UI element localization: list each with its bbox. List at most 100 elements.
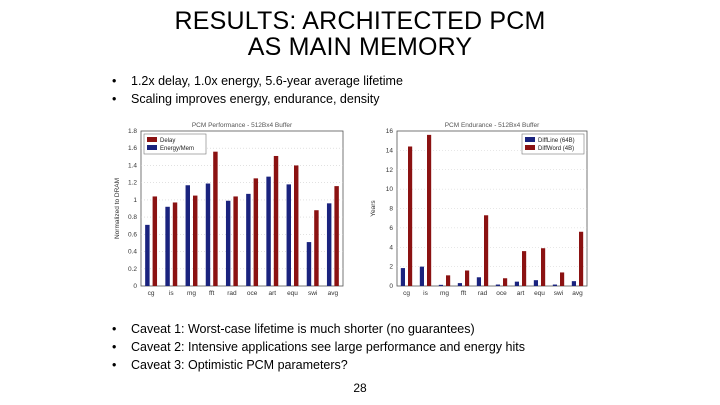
bullet-item: • 1.2x delay, 1.0x energy, 5.6-year aver… (112, 72, 403, 90)
bar (266, 176, 271, 286)
x-tick-label: equ (534, 290, 545, 297)
bar (294, 165, 299, 286)
bar (533, 280, 538, 286)
bar (152, 196, 158, 286)
bullet-text: 1.2x delay, 1.0x energy, 5.6-year averag… (131, 74, 403, 88)
title-line-1: RESULTS: ARCHITECTED PCM (174, 7, 546, 35)
legend-label: Delay (160, 138, 175, 144)
x-tick-label: fft (461, 290, 466, 297)
bar (465, 270, 470, 286)
y-tick-label: 0 (389, 283, 393, 290)
x-tick-label: art (517, 290, 525, 297)
top-bullet-list: • 1.2x delay, 1.0x energy, 5.6-year aver… (112, 72, 403, 108)
y-tick-label: 0.2 (128, 266, 137, 273)
x-tick-label: is (169, 290, 174, 297)
x-tick-label: rad (478, 290, 488, 297)
bullet-item: • Caveat 3: Optimistic PCM parameters? (112, 356, 525, 374)
title-line-2: AS MAIN MEMORY (247, 33, 473, 61)
x-tick-label: avg (572, 290, 583, 297)
bullet-marker: • (112, 358, 117, 372)
bar (225, 200, 231, 286)
y-axis-label: Years (370, 200, 377, 217)
slide-title: RESULTS: ARCHITECTED PCM AS MAIN MEMORY (0, 8, 720, 60)
bar (246, 193, 251, 286)
y-tick-label: 10 (386, 186, 394, 193)
legend-label: DiffLine (64B) (538, 138, 575, 144)
bar (193, 195, 198, 286)
y-tick-label: 0.6 (128, 231, 137, 238)
y-tick-label: 1.6 (128, 145, 137, 152)
bar (514, 281, 519, 286)
bar (571, 281, 576, 286)
y-tick-label: 0.8 (128, 214, 137, 221)
x-tick-label: rad (227, 290, 237, 297)
x-tick-label: swi (308, 290, 317, 297)
x-tick-label: fft (209, 290, 214, 297)
bar (438, 284, 443, 286)
bullet-text: Caveat 3: Optimistic PCM parameters? (131, 358, 348, 372)
x-tick-label: cg (403, 290, 410, 297)
bar (306, 242, 312, 286)
x-tick-label: equ (287, 290, 298, 297)
bar (165, 206, 170, 286)
chart-title: PCM Performance - 512Bx4 Buffer (192, 122, 293, 129)
y-tick-label: 14 (386, 147, 394, 154)
bar (205, 183, 211, 286)
bar (286, 184, 291, 286)
bullet-marker: • (112, 74, 117, 88)
bullet-text: Caveat 1: Worst-case lifetime is much sh… (131, 322, 475, 336)
bar (457, 283, 462, 286)
bullet-item: • Scaling improves energy, endurance, de… (112, 90, 403, 108)
bar (213, 151, 218, 286)
bar (495, 284, 500, 286)
x-tick-label: oce (496, 290, 507, 297)
legend-swatch (525, 137, 535, 142)
chart-title: PCM Endurance - 512Bx4 Buffer (445, 122, 540, 129)
bar (253, 178, 259, 286)
bar (476, 277, 481, 286)
y-tick-label: 2 (389, 264, 393, 271)
bar (541, 248, 546, 286)
y-tick-label: 1.8 (128, 128, 137, 135)
bar (579, 231, 584, 286)
y-tick-label: 1.2 (128, 180, 137, 187)
legend-box (143, 133, 207, 155)
bar (334, 186, 339, 286)
x-tick-label: is (423, 290, 428, 297)
bullet-marker: • (112, 92, 117, 106)
performance-chart: PCM Performance - 512Bx4 Buffer 0 0.2 0.4 0.… (114, 122, 344, 297)
legend-box (521, 133, 585, 155)
bottom-bullet-list: • Caveat 1: Worst-case lifetime is much … (112, 320, 525, 374)
bar (172, 202, 178, 286)
bar (273, 155, 279, 286)
y-tick-label: 6 (389, 225, 393, 232)
bullet-text: Scaling improves energy, endurance, dens… (131, 92, 380, 106)
bar (233, 196, 238, 286)
bar (419, 266, 424, 286)
x-tick-label: oce (247, 290, 258, 297)
y-tick-label: 1.4 (128, 162, 137, 169)
bullet-item: • Caveat 1: Worst-case lifetime is much … (112, 320, 525, 338)
legend-swatch (147, 145, 157, 150)
legend-swatch (525, 145, 535, 150)
x-tick-label: swi (554, 290, 563, 297)
page-number: 28 (353, 381, 367, 395)
legend-label: Energy/Mem (160, 146, 194, 152)
y-tick-label: 4 (389, 244, 393, 251)
x-tick-label: mg (440, 290, 449, 297)
y-axis-label: Normalized to DRAM (114, 178, 121, 239)
bar (408, 146, 413, 286)
bar (522, 251, 527, 286)
x-tick-label: cg (148, 290, 155, 297)
y-tick-label: 0 (133, 283, 137, 290)
y-tick-label: 1 (133, 197, 137, 204)
bar (503, 278, 508, 286)
y-tick-label: 8 (389, 206, 393, 213)
legend-label: DiffWord (4B) (538, 146, 574, 152)
bar (145, 224, 150, 286)
bullet-text: Caveat 2: Intensive applications see lar… (131, 340, 525, 354)
bar (427, 134, 432, 286)
x-tick-label: art (269, 290, 277, 297)
bar (552, 284, 557, 286)
y-tick-label: 0.4 (128, 249, 137, 256)
